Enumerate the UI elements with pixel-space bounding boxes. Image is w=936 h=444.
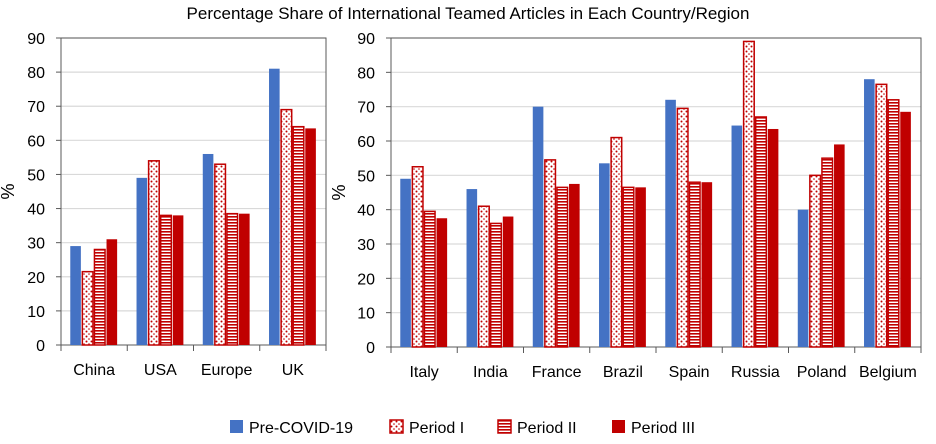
- bar-period-ii-uk: [292, 125, 305, 346]
- bar-period-ii-china: [93, 248, 106, 346]
- y-tick-label: 70: [357, 100, 375, 117]
- x-tick-label: Belgium: [859, 364, 917, 381]
- y-tick-label: 10: [357, 306, 375, 323]
- bar-period-ii-italy: [423, 210, 436, 348]
- bar-period-iii-china: [106, 239, 118, 345]
- y-tick-label: 50: [357, 168, 375, 185]
- chart-panel-2: 0 10 20 30 40 50 60 70 80 90% Italy India France Braz…: [329, 31, 922, 381]
- bar-pre-covid-19-belgium: [864, 79, 875, 347]
- bar-period-i-uk: [280, 108, 293, 346]
- bar-period-i-brazil: [610, 136, 623, 348]
- bar-period-ii-europe: [226, 212, 239, 346]
- x-tick-label: Brazil: [603, 364, 643, 381]
- legend-item-pre-covid-19: Pre-COVID-19: [230, 420, 353, 437]
- x-tick-label: Europe: [201, 362, 253, 379]
- bar-period-i-france: [544, 159, 557, 348]
- legend-label: Pre-COVID-19: [249, 420, 353, 437]
- legend-label: Period II: [517, 420, 577, 437]
- y-tick-label: 80: [357, 65, 375, 82]
- y-tick-label: 70: [27, 99, 45, 116]
- y-tick-label: 40: [27, 202, 45, 219]
- x-tick-label: France: [532, 364, 582, 381]
- y-tick-label: 50: [27, 167, 45, 184]
- chart-title: Percentage Share of International Teamed…: [187, 4, 750, 23]
- bar-period-i-belgium: [875, 83, 888, 348]
- bar-period-i-spain: [676, 107, 689, 348]
- bar-period-i-india: [477, 205, 490, 348]
- bar-period-iii-italy: [436, 218, 448, 347]
- bar-period-i-italy: [411, 166, 424, 348]
- bar-period-iii-usa: [172, 215, 184, 345]
- chart-panel-1: 0 10 20 30 40 50 60 70 80 90% China USA Europe UK: [0, 31, 327, 379]
- bar-pre-covid-19-spain: [665, 99, 676, 347]
- y-tick-label: 80: [27, 65, 45, 82]
- y-tick-label: 30: [27, 236, 45, 253]
- bar-period-iii-india: [502, 216, 514, 347]
- bar-period-iii-poland: [834, 144, 845, 347]
- bar-pre-covid-19-poland: [797, 209, 809, 347]
- bar-pre-covid-19-france: [532, 106, 544, 348]
- bar-period-i-usa: [147, 160, 160, 346]
- y-tick-label: 60: [27, 133, 45, 150]
- legend-item-period-i: Period I: [389, 419, 464, 437]
- bar-period-ii-france: [556, 186, 569, 348]
- bar-period-ii-russia: [754, 116, 768, 348]
- bar-period-ii-usa: [159, 214, 173, 346]
- legend-swatch: [389, 419, 404, 434]
- bar-pre-covid-19-europe: [202, 153, 214, 345]
- bar-period-iii-europe: [239, 213, 250, 345]
- y-tick-label: 10: [27, 304, 45, 321]
- x-tick-label: India: [473, 364, 508, 381]
- bar-period-i-china: [81, 270, 94, 346]
- legend-item-period-iii: Period III: [612, 420, 695, 437]
- y-tick-label: 40: [357, 203, 375, 220]
- bar-period-iii-brazil: [635, 187, 646, 347]
- legend-swatch: [612, 420, 625, 433]
- y-tick-label: 60: [357, 134, 375, 151]
- legend-swatch: [497, 419, 512, 434]
- bar-pre-covid-19-china: [70, 246, 81, 345]
- x-tick-label: Italy: [409, 364, 438, 381]
- y-tick-label: 0: [366, 340, 375, 357]
- bar-period-ii-belgium: [887, 99, 900, 348]
- bar-period-i-poland: [809, 174, 822, 348]
- x-tick-label: Poland: [797, 364, 847, 381]
- bar-pre-covid-19-india: [466, 189, 478, 347]
- x-tick-label: China: [73, 362, 115, 379]
- x-tick-label: Russia: [731, 364, 780, 381]
- y-tick-label: 20: [357, 271, 375, 288]
- bar-period-i-europe: [214, 163, 227, 346]
- bar-period-iii-france: [569, 183, 580, 347]
- bar-period-ii-poland: [821, 157, 834, 348]
- bar-period-ii-spain: [688, 181, 701, 348]
- y-tick-label: 30: [357, 237, 375, 254]
- y-tick-label: 0: [36, 338, 45, 355]
- bar-pre-covid-19-russia: [731, 125, 743, 347]
- x-tick-label: UK: [282, 362, 305, 379]
- x-tick-label: Spain: [669, 364, 710, 381]
- bar-period-iii-belgium: [900, 111, 911, 347]
- legend-swatch: [230, 420, 243, 433]
- bar-pre-covid-19-usa: [136, 177, 148, 345]
- bar-period-iii-russia: [767, 128, 779, 347]
- y-tick-label: 20: [27, 270, 45, 287]
- y-tick-label: 90: [357, 31, 375, 48]
- legend: Pre-COVID-19 Period I Period II Period III: [230, 419, 695, 437]
- bar-period-iii-uk: [305, 128, 316, 345]
- bar-period-iii-spain: [701, 182, 713, 347]
- bar-period-ii-india: [489, 222, 503, 348]
- bar-pre-covid-19-brazil: [599, 163, 610, 347]
- y-axis-label: %: [329, 184, 349, 200]
- legend-label: Period I: [409, 420, 464, 437]
- bar-period-ii-brazil: [622, 186, 635, 348]
- legend-label: Period III: [631, 420, 695, 437]
- y-tick-label: 90: [27, 31, 45, 48]
- legend-item-period-ii: Period II: [497, 419, 577, 437]
- x-tick-label: USA: [144, 362, 177, 379]
- y-axis-label: %: [0, 183, 18, 199]
- bar-period-i-russia: [742, 40, 755, 348]
- bar-pre-covid-19-italy: [400, 178, 411, 347]
- bar-pre-covid-19-uk: [269, 68, 280, 345]
